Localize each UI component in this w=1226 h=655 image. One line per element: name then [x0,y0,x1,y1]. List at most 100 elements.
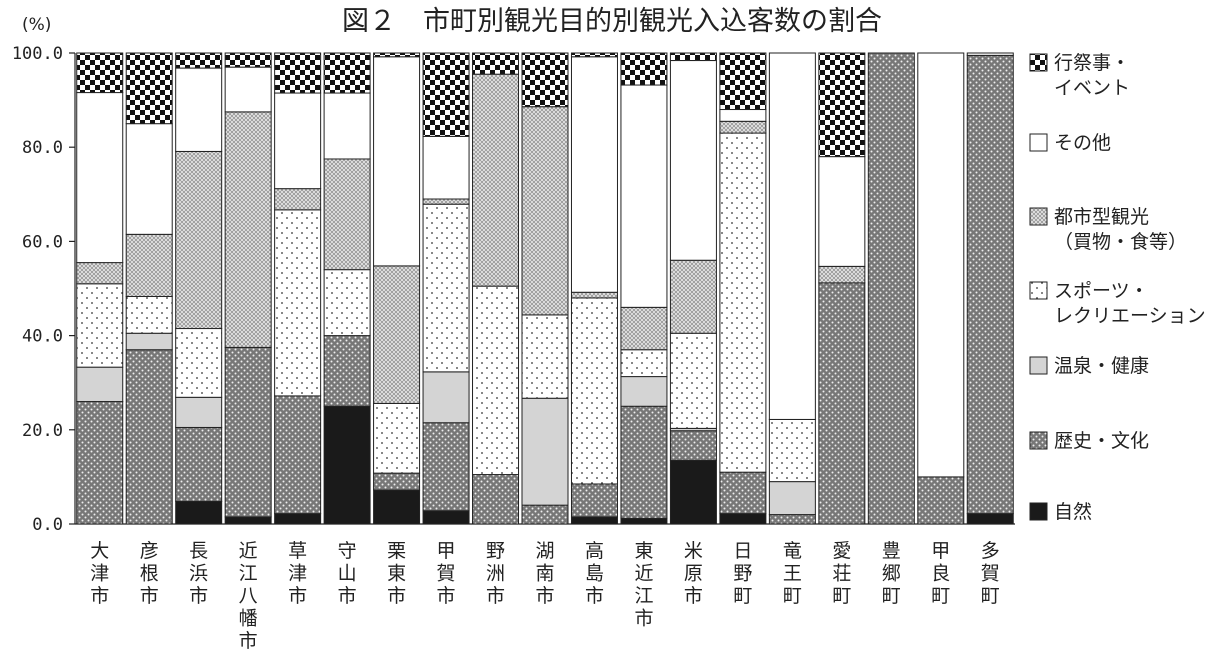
bar-segment [224,516,272,525]
bar-segment [570,483,618,518]
bar-segment [323,335,371,407]
bar-segment [521,52,569,108]
bar-segment [521,106,569,316]
legend-label: スポーツ・レクリエーション [1054,280,1206,327]
y-tick-label: 80.0 [22,138,63,158]
legend-label: 都市型観光（買物・食等） [1054,206,1187,253]
bar-segment [373,402,421,474]
bar-stack [719,52,767,525]
bar-segment [768,481,816,516]
bar-segment [768,418,816,483]
legend-item: スポーツ・レクリエーション [1029,280,1206,327]
bar-segment [175,52,223,69]
bar-segment [966,52,1014,56]
bar-segment [373,265,421,404]
bar-segment [867,52,915,525]
bar-segment [422,510,470,525]
bar-segment [373,56,421,267]
bar-segment [669,459,717,525]
bar-segment [125,233,173,298]
legend-label: 自然 [1054,501,1092,523]
bar-stack [323,52,371,525]
bar-segment [917,476,965,525]
bar-segment [175,396,223,428]
bar-stack [570,52,618,525]
x-tick-label: 東近江市 [634,540,653,630]
bar-segment [323,158,371,271]
bar-segment [719,52,767,111]
bar-segment [521,397,569,506]
bar-segment [669,332,717,429]
bar-segment [274,52,322,94]
legend-item: 自然 [1029,501,1092,523]
x-axis-labels: 大津市 彦根市 長浜市 近江八幡市 草津市 守山市 栗東市 甲賀市 野洲市 湖南市 高島市 東近江市 米… [90,540,1000,652]
bar-segment [323,405,371,525]
bar-segment [768,514,816,525]
bar-segment [472,52,520,75]
bar-segment [125,349,173,525]
bar-segment [818,52,866,158]
x-tick-label: 栗東市 [387,540,406,607]
legend-swatch [1029,431,1048,450]
legend-item: 行祭事・イベント [1029,52,1130,99]
bar-segment [570,56,618,293]
bar-segment [719,120,767,134]
bar-segment [768,52,816,420]
y-tick-label: 60.0 [22,232,63,252]
bar-segment [224,52,272,68]
legend-label: 温泉・健康 [1054,355,1149,377]
bar-segment [76,401,124,525]
legend-swatch [1029,207,1048,226]
bar-segment [76,52,124,94]
x-tick-label: 守山市 [338,540,357,607]
bar-segment [620,52,668,86]
bar-segment [917,52,965,478]
x-tick-label: 日野町 [733,540,752,607]
bar-segment [76,262,124,285]
bar-segment [669,259,717,334]
bar-segment [719,471,767,515]
bar-segment [472,285,520,476]
bar-stack [472,52,520,525]
bar-segment [472,73,520,287]
bar-segment [719,109,767,122]
bar-segment [274,513,322,525]
bar-stack [917,52,965,525]
bar-segment [76,92,124,264]
bar-segment [570,52,618,58]
x-tick-label: 豊郷町 [882,540,901,607]
bar-segment [76,283,124,368]
bar-stack [76,52,124,525]
bar-segment [373,489,421,525]
legend-swatch [1029,281,1048,300]
bar-segment [373,472,421,491]
x-tick-label: 甲賀市 [437,540,456,607]
bar-stack [867,52,915,525]
bar-stack [422,52,470,525]
bar-segment [669,60,717,261]
bar-segment [422,422,470,512]
bar-stack [768,52,816,525]
bar-segment [818,282,866,525]
bar-stack [620,52,668,525]
bar-segment [76,366,124,403]
bar-segment [274,188,322,211]
bar-stack [224,52,272,525]
bar-stack [818,52,866,525]
bar-segment [422,203,470,373]
legend-label: 歴史・文化 [1054,430,1149,452]
x-tick-label: 大津市 [90,540,109,607]
legend-item: 温泉・健康 [1029,355,1149,377]
bar-segment [669,430,717,461]
bar-segment [620,405,668,519]
legend-label: その他 [1054,132,1111,154]
bar-segment [323,52,371,94]
x-tick-label: 高島市 [585,540,604,607]
legend-swatch [1029,502,1048,521]
bar-segment [274,209,322,397]
x-tick-label: 甲良町 [931,540,950,607]
bar-segment [224,66,272,113]
x-tick-label: 愛荘町 [832,540,851,607]
bar-stack [175,52,223,525]
